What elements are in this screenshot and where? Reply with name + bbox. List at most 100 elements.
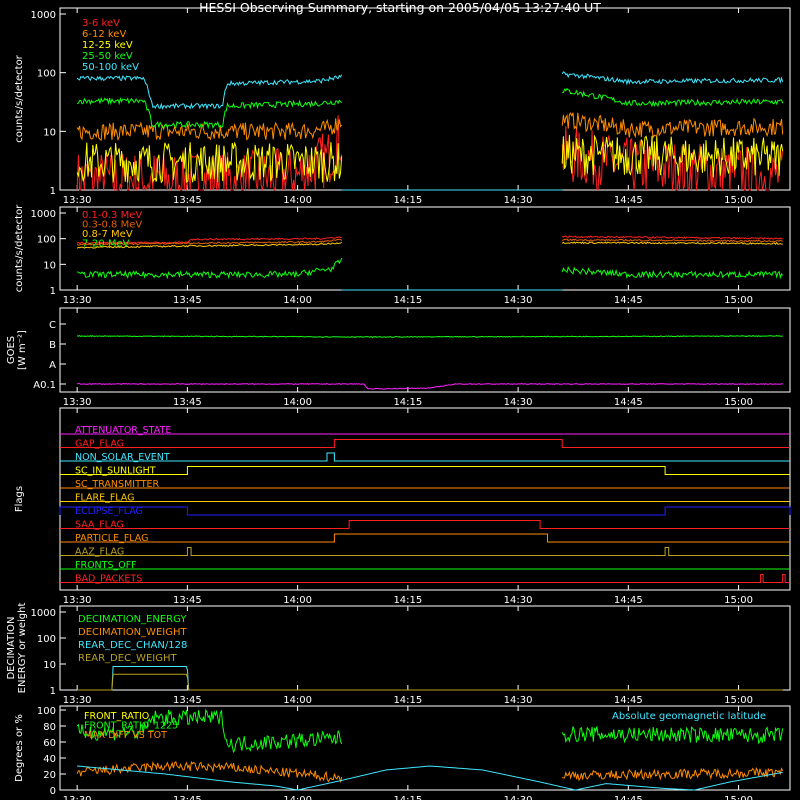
- panel-2-frame: [59, 307, 791, 393]
- panel-5-xtick-label: 14:30: [504, 795, 533, 800]
- panel-4-ytick-label: 1000: [31, 608, 56, 619]
- panel-1-series-2-line: [76, 241, 343, 249]
- panel-1-series-0-line: [562, 235, 783, 240]
- panel-2-ytick-label: C: [49, 320, 56, 331]
- panel-1-legend-entry: 0.3-0.8 MeV: [82, 220, 142, 231]
- panel-4-ytick-label: 10: [43, 660, 56, 671]
- panel-3-flag-label: PARTICLE_FLAG: [75, 533, 148, 544]
- panel-1-series-0-line: [76, 236, 342, 244]
- panel-2-ytick-label: A0.1: [33, 380, 56, 391]
- panel-3-frame: [59, 407, 791, 591]
- panel-5-ytick-label: 20: [43, 770, 56, 781]
- panel-4-xtick-label: 14:45: [614, 695, 643, 706]
- panel-1-legend-entry: 0.8-7 MeV: [82, 229, 133, 240]
- panel-1-xtick-label: 13:45: [173, 295, 202, 306]
- panel-1-frame: [59, 206, 791, 291]
- panel-3-flag-line: [60, 439, 790, 448]
- panel-5-xtick-label: 14:45: [614, 795, 643, 800]
- panel-5-xtick-label: 13:30: [63, 795, 92, 800]
- panel-2-ytick-label: B: [49, 340, 56, 351]
- panel-4-xtick-label: 14:30: [504, 695, 533, 706]
- panel-0-ytick-label: 100: [37, 69, 56, 80]
- panel-2-ytick-label: A: [49, 360, 56, 371]
- panel-0-legend-entry: 25-50 keV: [82, 51, 133, 62]
- panel-4-legend-entry: REAR_DEC_CHAN/128: [78, 640, 187, 651]
- panel-0-series-0-line: [76, 115, 343, 192]
- panel-4-xtick-label: 14:15: [393, 695, 422, 706]
- panel-2-series-1-line: [77, 383, 783, 390]
- panel-0-xtick-label: 15:00: [724, 195, 753, 206]
- panel-4-legend-entry: DECIMATION_ENERGY: [78, 614, 187, 625]
- panel-2-xtick-label: 14:15: [393, 397, 422, 408]
- panel-5-series-3-line: [77, 765, 783, 791]
- panel-1-series-1-line: [76, 238, 343, 246]
- panel-0-ytick-label: 1000: [31, 10, 56, 21]
- panel-0-series-1-line: [561, 112, 784, 139]
- panel-4-series-2-line: [77, 666, 783, 691]
- panel-1-series-3-line: [76, 257, 343, 280]
- panel-1-legend-entry: 7-20 MeV: [82, 239, 130, 250]
- panel-3-flag-line: [60, 574, 790, 583]
- panel-5-legend-entry: MAX DIFF VS TOT: [84, 730, 167, 741]
- panel-2-xtick-label: 14:00: [283, 397, 312, 408]
- panel-3-xtick-label: 15:00: [724, 595, 753, 606]
- panel-0-series-0-line: [561, 126, 784, 191]
- panel-0-series-4-line: [561, 71, 784, 86]
- panel-3-flag-line: [59, 506, 791, 516]
- panel-1-xtick-label: 14:30: [504, 295, 533, 306]
- panel-3-flag-line: [60, 466, 790, 475]
- panel-0-xtick-label: 14:15: [393, 195, 422, 206]
- panel-4-xtick-label: 15:00: [724, 695, 753, 706]
- panel-3-ylabel: Flags: [14, 486, 25, 512]
- panel-5-ytick-label: 100: [37, 706, 56, 717]
- panel-0-ylabel: counts/s/detector: [14, 54, 25, 142]
- panel-3-xtick-label: 13:45: [173, 595, 202, 606]
- panel-4-xtick-label: 13:30: [63, 695, 92, 706]
- panel-2-xtick-label: 14:45: [614, 397, 643, 408]
- panel-3-xtick-label: 14:00: [283, 595, 312, 606]
- panel-3-flag-line: [60, 520, 790, 529]
- panel-1-ytick-label: 1000: [31, 209, 56, 220]
- panel-1-xtick-label: 15:00: [724, 295, 753, 306]
- panel-1-xtick-label: 14:15: [393, 295, 422, 306]
- panel-4-legend-entry: DECIMATION_WEIGHT: [78, 627, 187, 638]
- panel-5-ytick-label: 60: [43, 738, 56, 749]
- panel-5-ytick-label: 40: [43, 754, 56, 765]
- panel-0-series-3-line: [76, 96, 343, 130]
- panel-0-xtick-label: 14:00: [283, 195, 312, 206]
- panel-0-series-2-line: [76, 141, 343, 184]
- panel-3-flag-label: SAA_FLAG: [75, 520, 124, 531]
- panel-0-legend-entry: 12-25 keV: [82, 40, 133, 51]
- panel-0-legend-entry: 3-6 keV: [82, 18, 120, 29]
- panel-1-ytick-label: 1: [50, 286, 56, 297]
- panel-3-flag-line: [60, 533, 790, 543]
- panel-3-flag-line: [60, 452, 790, 462]
- panel-3-xtick-label: 14:30: [504, 595, 533, 606]
- panel-1-ytick-label: 100: [37, 235, 56, 246]
- panel-5-series-1-line: [561, 726, 784, 745]
- panel-0-series-2-line: [561, 134, 784, 178]
- panel-0-xtick-label: 13:30: [63, 195, 92, 206]
- panel-1-xtick-label: 14:00: [283, 295, 312, 306]
- panel-3-flag-label: BAD_PACKETS: [75, 574, 142, 585]
- panel-3-flag-label: ATTENUATOR_STATE: [75, 425, 171, 436]
- panel-5-ytick-label: 0: [50, 786, 56, 797]
- panel-0-xtick-label: 14:30: [504, 195, 533, 206]
- panel-3-flag-label: FRONTS_OFF: [75, 560, 137, 571]
- panel-5-legend-entry: FRONT_RATIO: [84, 711, 149, 722]
- panel-0-legend-entry: 6-12 keV: [82, 29, 126, 40]
- panel-3-xtick-label: 13:30: [63, 595, 92, 606]
- panel-1-legend-entry: 0.1-0.3 MeV: [82, 210, 142, 221]
- panel-0-ytick-label: 10: [43, 127, 56, 138]
- panel-3-flag-line: [60, 547, 790, 556]
- panel-3-flag-label: SC_IN_SUNLIGHT: [75, 466, 156, 477]
- panel-2-xtick-label: 13:30: [63, 397, 92, 408]
- panel-5-annotation: Absolute geomagnetic latitude: [612, 711, 766, 722]
- panel-1-series-1-line: [561, 238, 783, 243]
- panel-3-flag-label: FLARE_FLAG: [75, 493, 135, 504]
- panel-1-ylabel: counts/s/detector: [14, 204, 25, 292]
- panel-4-ytick-label: 1: [50, 686, 56, 697]
- panel-2-series-0-line: [76, 335, 783, 338]
- panel-4-ylabel: DECIMATION: [6, 616, 17, 679]
- panel-2-ylabel: GOES: [6, 336, 17, 364]
